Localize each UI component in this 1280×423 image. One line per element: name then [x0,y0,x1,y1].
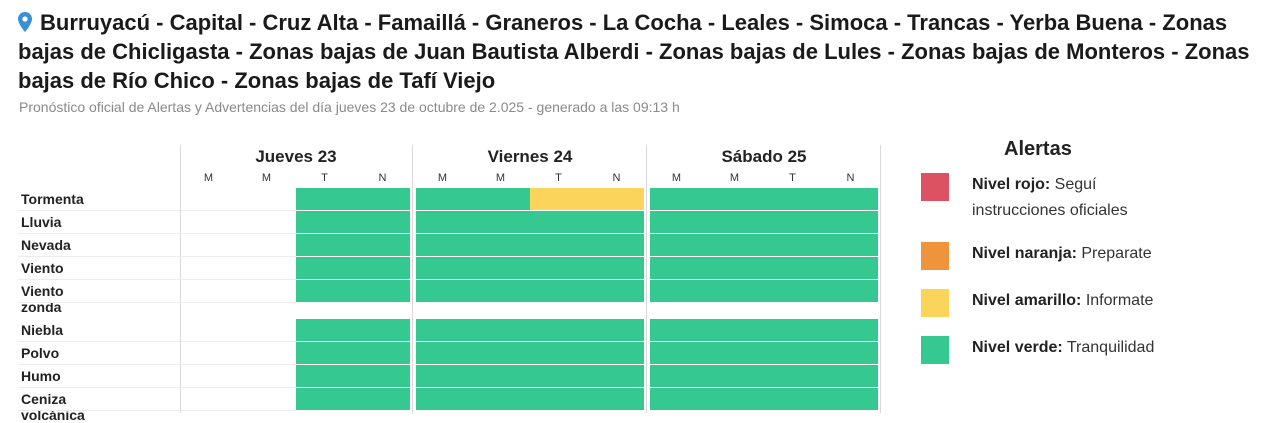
alert-cell-verde[interactable] [650,188,878,210]
legend-level-naranja: Nivel naranja: [972,245,1077,262]
map-pin-icon [18,12,32,32]
empty-cell-divider [180,279,296,280]
alert-cell-verde[interactable] [296,257,410,279]
legend-swatch-naranja [921,242,949,270]
row-divider [18,341,180,342]
alert-cell-verde[interactable] [296,188,410,210]
phenomenon-label: Niebla [21,322,64,338]
alert-cell-verde[interactable] [416,319,644,341]
alert-cell-verde[interactable] [416,211,644,233]
alert-cell-verde[interactable] [650,365,878,387]
day-header: Sábado 25 [721,147,807,166]
legend-swatch-rojo [921,173,949,201]
region-title-text: Burruyacú - Capital - Cruz Alta - Famail… [18,10,1250,93]
empty-cell-divider [180,364,296,365]
row-divider [18,410,180,411]
time-slot-label: N [378,172,387,184]
alert-cell-verde[interactable] [416,280,644,302]
legend-title: Alertas [1004,138,1072,160]
row-divider [18,364,180,365]
alert-cell-verde[interactable] [650,280,878,302]
legend-text-amarillo: Nivel amarillo: Informate [972,288,1153,314]
alert-cell-verde[interactable] [650,234,878,256]
legend-desc-verde: Tranquilidad [1062,339,1155,356]
legend-swatch-amarillo [921,289,949,317]
row-divider [18,233,180,234]
alert-cell-verde[interactable] [416,234,644,256]
legend-level-amarillo: Nivel amarillo: [972,292,1082,309]
alert-cell-verde[interactable] [416,257,644,279]
legend-level-rojo: Nivel rojo: [972,176,1051,193]
phenomenon-label: Ceniza volcánica [21,391,85,423]
time-slot-label: N [846,172,855,184]
legend-desc-rojo: Seguí instrucciones oficiales [972,176,1128,219]
forecast-subtitle: Pronóstico oficial de Alertas y Adverten… [19,99,680,115]
phenomenon-label: Nevada [21,237,71,253]
alert-cell-verde[interactable] [296,319,410,341]
empty-cell-divider [180,410,296,411]
alert-cell-verde[interactable] [650,257,878,279]
time-slot-label: M [203,172,214,184]
time-slot-label: N [612,172,621,184]
time-slot-label: M [261,172,272,184]
day-separator [412,145,413,413]
alert-cell-verde[interactable] [650,388,878,410]
row-divider [18,302,180,303]
empty-cell-divider [180,341,296,342]
time-slot-label: M [671,172,682,184]
alert-cell-verde[interactable] [296,280,410,302]
alert-cell-verde[interactable] [650,211,878,233]
legend-text-rojo: Nivel rojo: Seguí instrucciones oficiale… [972,172,1162,224]
row-divider [18,210,180,211]
time-slot-label: M [437,172,448,184]
empty-cell-divider [180,387,296,388]
time-slot-label: T [555,172,562,184]
day-header: Viernes 24 [487,147,573,166]
phenomenon-label: Humo [21,368,61,384]
alert-cell-amarillo[interactable] [530,188,644,210]
row-divider [18,387,180,388]
legend-swatch-verde [921,336,949,364]
alert-cell-verde[interactable] [296,211,410,233]
row-divider [18,279,180,280]
empty-cell-divider [180,256,296,257]
alert-cell-verde[interactable] [416,188,530,210]
empty-cell-divider [180,233,296,234]
alert-cell-verde[interactable] [296,234,410,256]
alert-cell-verde[interactable] [650,342,878,364]
day-separator [880,145,881,413]
alert-cell-verde[interactable] [416,342,644,364]
day-header: Jueves 23 [255,147,337,166]
alert-cell-verde[interactable] [416,365,644,387]
phenomenon-label: Viento [21,260,64,276]
legend-level-verde: Nivel verde: [972,339,1063,356]
empty-cell-divider [180,210,296,211]
phenomenon-label: Lluvia [21,214,62,230]
alert-cell-verde[interactable] [296,342,410,364]
time-slot-label: M [495,172,506,184]
region-title: Burruyacú - Capital - Cruz Alta - Famail… [18,8,1268,95]
legend-text-verde: Nivel verde: Tranquilidad [972,335,1154,361]
phenomenon-label: Viento zonda [21,283,64,315]
alert-cell-verde[interactable] [296,365,410,387]
phenomenon-label: Polvo [21,345,60,361]
legend-desc-amarillo: Informate [1081,292,1154,309]
legend-text-naranja: Nivel naranja: Preparate [972,241,1152,267]
alert-cell-verde[interactable] [650,319,878,341]
legend-desc-naranja: Preparate [1076,245,1152,262]
row-divider [18,256,180,257]
time-slot-label: M [729,172,740,184]
alert-cell-verde[interactable] [296,388,410,410]
day-separator [646,145,647,413]
time-slot-label: T [321,172,328,184]
phenomenon-label: Tormenta [21,191,84,207]
alert-cell-verde[interactable] [416,388,644,410]
time-slot-label: T [789,172,796,184]
empty-cell-divider [180,302,296,303]
